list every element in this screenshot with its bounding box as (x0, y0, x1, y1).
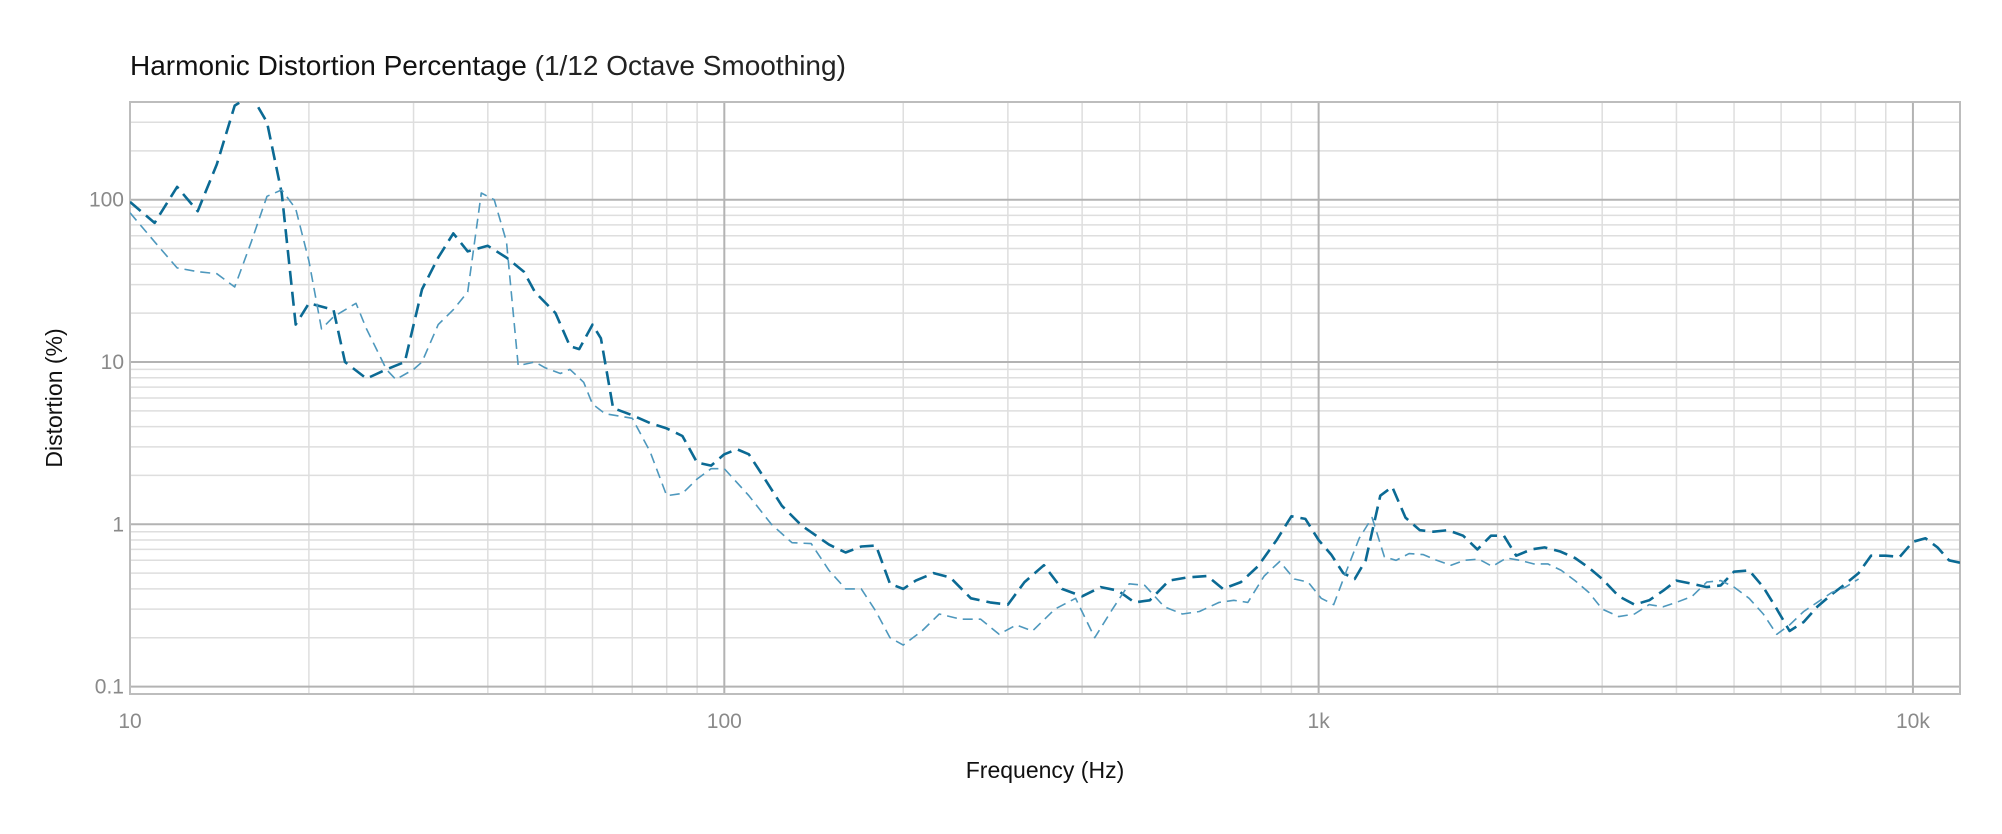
grid-minor (130, 101, 1960, 695)
y-tick-labels: 0.1 1 10 100 (89, 189, 124, 699)
y-tick-label: 100 (89, 189, 124, 212)
y-tick-label: 1 (112, 513, 124, 536)
y-tick-label: 10 (101, 351, 124, 374)
chart-subtitle: (1/12 Octave Smoothing) (534, 50, 846, 81)
x-tick-label: 10k (1896, 710, 1930, 733)
chart-title-main: Harmonic Distortion Percentage (130, 50, 527, 81)
grid-major (129, 102, 1960, 694)
series-layer (130, 102, 1960, 646)
y-axis-title: Distortion (%) (41, 328, 67, 467)
x-tick-labels: 10 100 1k 10k (118, 710, 1930, 733)
plot-frame (129, 101, 1961, 695)
x-axis-title: Frequency (Hz) (966, 757, 1124, 783)
x-tick-label: 100 (707, 710, 742, 733)
chart-title: Harmonic Distortion Percentage (1/12 Oct… (130, 50, 846, 82)
y-tick-label: 0.1 (95, 676, 124, 699)
x-tick-label: 1k (1308, 710, 1331, 733)
series-line-1 (130, 102, 1960, 633)
x-tick-label: 10 (118, 710, 141, 733)
series-line-2 (130, 189, 1860, 646)
